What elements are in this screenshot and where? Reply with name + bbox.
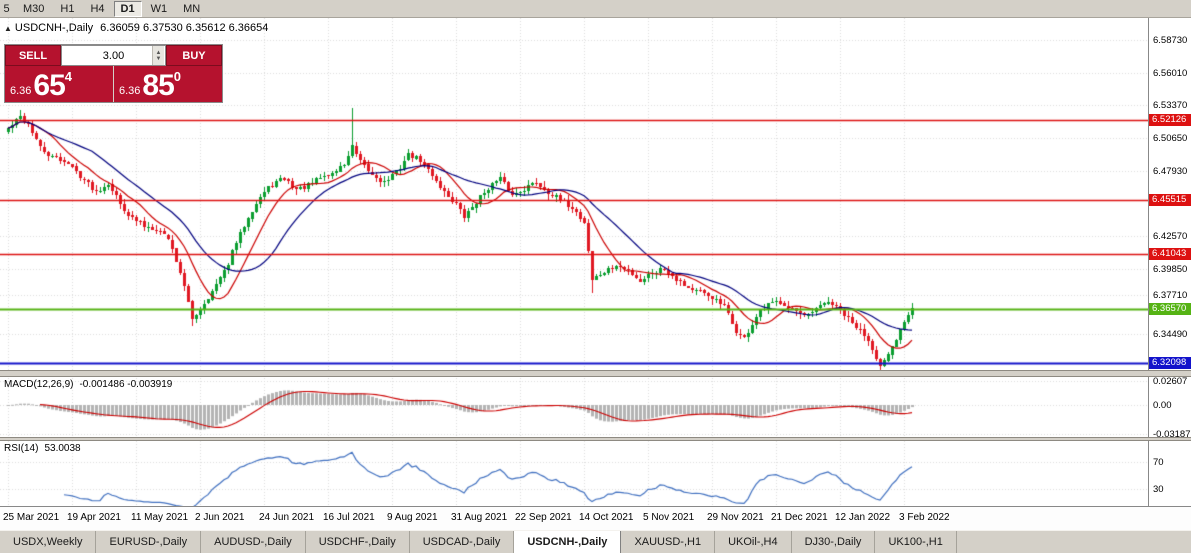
time-axis-label: 24 Jun 2021 <box>259 512 315 523</box>
buy-button[interactable]: BUY <box>166 45 222 66</box>
chart-tab-bar: USDX,Weekly EURUSD-,Daily AUDUSD-,Daily … <box>0 530 1191 553</box>
lot-decrease-icon[interactable]: ▼ <box>155 55 162 62</box>
lot-size-value: 3.00 <box>102 49 125 62</box>
price-axis-label: 6.56010 <box>1153 67 1188 79</box>
macd-values: -0.001486 -0.003919 <box>79 379 173 390</box>
price-level-badge: 6.41043 <box>1149 248 1191 261</box>
macd-axis-label: -0.031872 <box>1153 429 1191 441</box>
price-axis-label: 6.34490 <box>1153 328 1188 340</box>
time-axis-label: 12 Jan 2022 <box>835 512 891 523</box>
chart-title: ▲ USDCNH-,Daily 6.36059 6.37530 6.35612 6.… <box>4 22 268 34</box>
one-click-trading-panel: SELL 3.00 ▲ ▼ BUY 6.36 65 4 6.36 85 0 <box>4 44 223 103</box>
buy-price-pips: 85 <box>142 69 174 102</box>
price-axis-label: 6.50650 <box>1153 132 1188 144</box>
timeframe-button-w1[interactable]: W1 <box>144 1 175 17</box>
lot-increase-icon[interactable]: ▲ <box>155 49 162 56</box>
timeframe-button-mn[interactable]: MN <box>176 1 207 17</box>
macd-name: MACD(12,26,9) <box>4 379 74 390</box>
price-axis-label: 6.39850 <box>1153 263 1188 275</box>
price-level-badge: 6.52126 <box>1149 114 1191 127</box>
chart-symbol-label: USDCNH-,Daily <box>14 22 94 34</box>
lot-size-field[interactable]: 3.00 ▲ ▼ <box>61 45 166 66</box>
time-axis-label: 14 Oct 2021 <box>579 512 634 523</box>
price-axis[interactable]: 6.58730 6.56010 6.53370 6.50650 6.47930 6.425… <box>1148 18 1191 506</box>
trade-panel-prices: 6.36 65 4 6.36 85 0 <box>5 66 222 102</box>
rsi-axis-label: 70 <box>1153 457 1164 468</box>
sell-price-pips: 65 <box>33 69 65 102</box>
sell-price-point: 4 <box>64 69 73 84</box>
tab-eurusd-daily[interactable]: EURUSD-,Daily <box>96 531 202 553</box>
timeframe-button-m30[interactable]: M30 <box>16 1 51 17</box>
time-axis-label: 29 Nov 2021 <box>707 512 764 523</box>
tab-usdcad-daily[interactable]: USDCAD-,Daily <box>410 531 515 553</box>
buy-price-display[interactable]: 6.36 85 0 <box>114 66 222 102</box>
buy-price-point: 0 <box>173 69 182 84</box>
chart-ohlc-values: 6.36059 6.37530 6.35612 6.36654 <box>100 22 269 34</box>
macd-indicator-label: MACD(12,26,9) -0.001486 -0.003919 <box>4 379 172 390</box>
rsi-value: 53.0038 <box>44 443 81 454</box>
price-axis-label: 6.37710 <box>1153 289 1188 301</box>
tab-uk100-h1[interactable]: UK100-,H1 <box>875 531 957 553</box>
panel-splitter-macd[interactable] <box>0 370 1191 377</box>
tab-usdx-weekly[interactable]: USDX,Weekly <box>0 531 97 553</box>
price-axis-label: 6.58730 <box>1153 34 1188 46</box>
time-axis-label: 31 Aug 2021 <box>451 512 508 523</box>
price-level-badge: 6.36570 <box>1149 302 1191 315</box>
tab-dj30-daily[interactable]: DJ30-,Daily <box>792 531 876 553</box>
timeframe-button-m5[interactable]: 5 <box>1 1 14 17</box>
time-axis[interactable]: 25 Mar 2021 19 Apr 2021 11 May 2021 2 Jun 2… <box>0 506 1191 530</box>
price-axis-label: 6.53370 <box>1153 99 1188 111</box>
panel-splitter-rsi[interactable] <box>0 437 1191 441</box>
rsi-axis-label: 30 <box>1153 484 1164 495</box>
buy-price-prefix: 6.36 <box>119 85 141 97</box>
time-axis-label: 5 Nov 2021 <box>643 512 695 523</box>
timeframe-toolbar: 5 M30 H1 H4 D1 W1 MN <box>0 0 1191 18</box>
time-axis-label: 25 Mar 2021 <box>3 512 60 523</box>
sell-price-display[interactable]: 6.36 65 4 <box>5 66 113 102</box>
lot-spinner[interactable]: ▲ ▼ <box>152 46 164 65</box>
time-axis-label: 19 Apr 2021 <box>67 512 121 523</box>
time-axis-label: 22 Sep 2021 <box>515 512 572 523</box>
rsi-name: RSI(14) <box>4 443 39 454</box>
price-axis-label: 6.42570 <box>1153 230 1188 242</box>
time-axis-label: 16 Jul 2021 <box>323 512 375 523</box>
tab-usdchf-daily[interactable]: USDCHF-,Daily <box>306 531 410 553</box>
time-axis-label: 3 Feb 2022 <box>899 512 950 523</box>
macd-axis-label: 0.00 <box>1153 400 1172 411</box>
trade-panel-controls: SELL 3.00 ▲ ▼ BUY <box>5 45 222 66</box>
timeframe-button-h4[interactable]: H4 <box>83 1 111 17</box>
sell-button[interactable]: SELL <box>5 45 61 66</box>
timeframe-button-h1[interactable]: H1 <box>53 1 81 17</box>
timeframe-button-d1[interactable]: D1 <box>113 0 142 17</box>
time-axis-label: 11 May 2021 <box>131 512 189 523</box>
time-axis-label: 2 Jun 2021 <box>195 512 245 523</box>
macd-axis-label: 0.02607 <box>1153 376 1188 387</box>
price-level-badge: 6.32098 <box>1149 356 1191 369</box>
time-axis-label: 9 Aug 2021 <box>387 512 438 523</box>
rsi-indicator-label: RSI(14) 53.0038 <box>4 443 81 454</box>
tab-ukoil-h4[interactable]: UKOil-,H4 <box>715 531 792 553</box>
price-axis-label: 6.47930 <box>1153 165 1188 177</box>
price-level-badge: 6.45515 <box>1149 194 1191 207</box>
tab-usdcnh-daily[interactable]: USDCNH-,Daily <box>514 531 622 553</box>
sell-price-prefix: 6.36 <box>10 85 32 97</box>
one-click-collapse-icon[interactable]: ▲ <box>4 24 12 33</box>
time-axis-label: 21 Dec 2021 <box>771 512 828 523</box>
tab-audusd-daily[interactable]: AUDUSD-,Daily <box>201 531 306 553</box>
tab-xauusd-h1[interactable]: XAUUSD-,H1 <box>621 531 716 553</box>
chart-window: ▲ USDCNH-,Daily 6.36059 6.37530 6.35612 6.… <box>0 18 1191 530</box>
